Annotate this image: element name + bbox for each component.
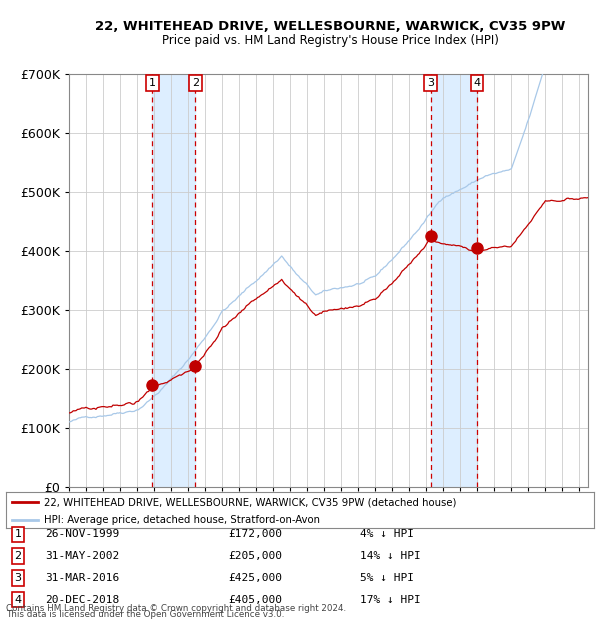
Text: £405,000: £405,000: [228, 595, 282, 604]
Bar: [431, 74, 477, 487]
Text: 22, WHITEHEAD DRIVE, WELLESBOURNE, WARWICK, CV35 9PW: 22, WHITEHEAD DRIVE, WELLESBOURNE, WARWI…: [95, 20, 565, 33]
Text: Price paid vs. HM Land Registry's House Price Index (HPI): Price paid vs. HM Land Registry's House …: [161, 34, 499, 47]
Text: £205,000: £205,000: [228, 551, 282, 561]
Text: 31-MAR-2016: 31-MAR-2016: [45, 573, 119, 583]
Text: £172,000: £172,000: [228, 529, 282, 539]
Text: 4% ↓ HPI: 4% ↓ HPI: [360, 529, 414, 539]
Text: 5% ↓ HPI: 5% ↓ HPI: [360, 573, 414, 583]
Text: HPI: Average price, detached house, Stratford-on-Avon: HPI: Average price, detached house, Stra…: [44, 515, 320, 525]
Text: 14% ↓ HPI: 14% ↓ HPI: [360, 551, 421, 561]
Text: 4: 4: [14, 595, 22, 604]
Text: 20-DEC-2018: 20-DEC-2018: [45, 595, 119, 604]
Text: 22, WHITEHEAD DRIVE, WELLESBOURNE, WARWICK, CV35 9PW (detached house): 22, WHITEHEAD DRIVE, WELLESBOURNE, WARWI…: [44, 497, 457, 507]
Text: 17% ↓ HPI: 17% ↓ HPI: [360, 595, 421, 604]
Text: 4: 4: [473, 78, 481, 88]
Text: 2: 2: [14, 551, 22, 561]
Text: 2: 2: [191, 78, 199, 88]
Text: This data is licensed under the Open Government Licence v3.0.: This data is licensed under the Open Gov…: [6, 610, 284, 619]
Text: £425,000: £425,000: [228, 573, 282, 583]
Text: 26-NOV-1999: 26-NOV-1999: [45, 529, 119, 539]
Bar: [152, 74, 195, 487]
Text: 31-MAY-2002: 31-MAY-2002: [45, 551, 119, 561]
Text: 3: 3: [427, 78, 434, 88]
Text: Contains HM Land Registry data © Crown copyright and database right 2024.: Contains HM Land Registry data © Crown c…: [6, 603, 346, 613]
Text: 1: 1: [14, 529, 22, 539]
Text: 3: 3: [14, 573, 22, 583]
Text: 1: 1: [149, 78, 156, 88]
